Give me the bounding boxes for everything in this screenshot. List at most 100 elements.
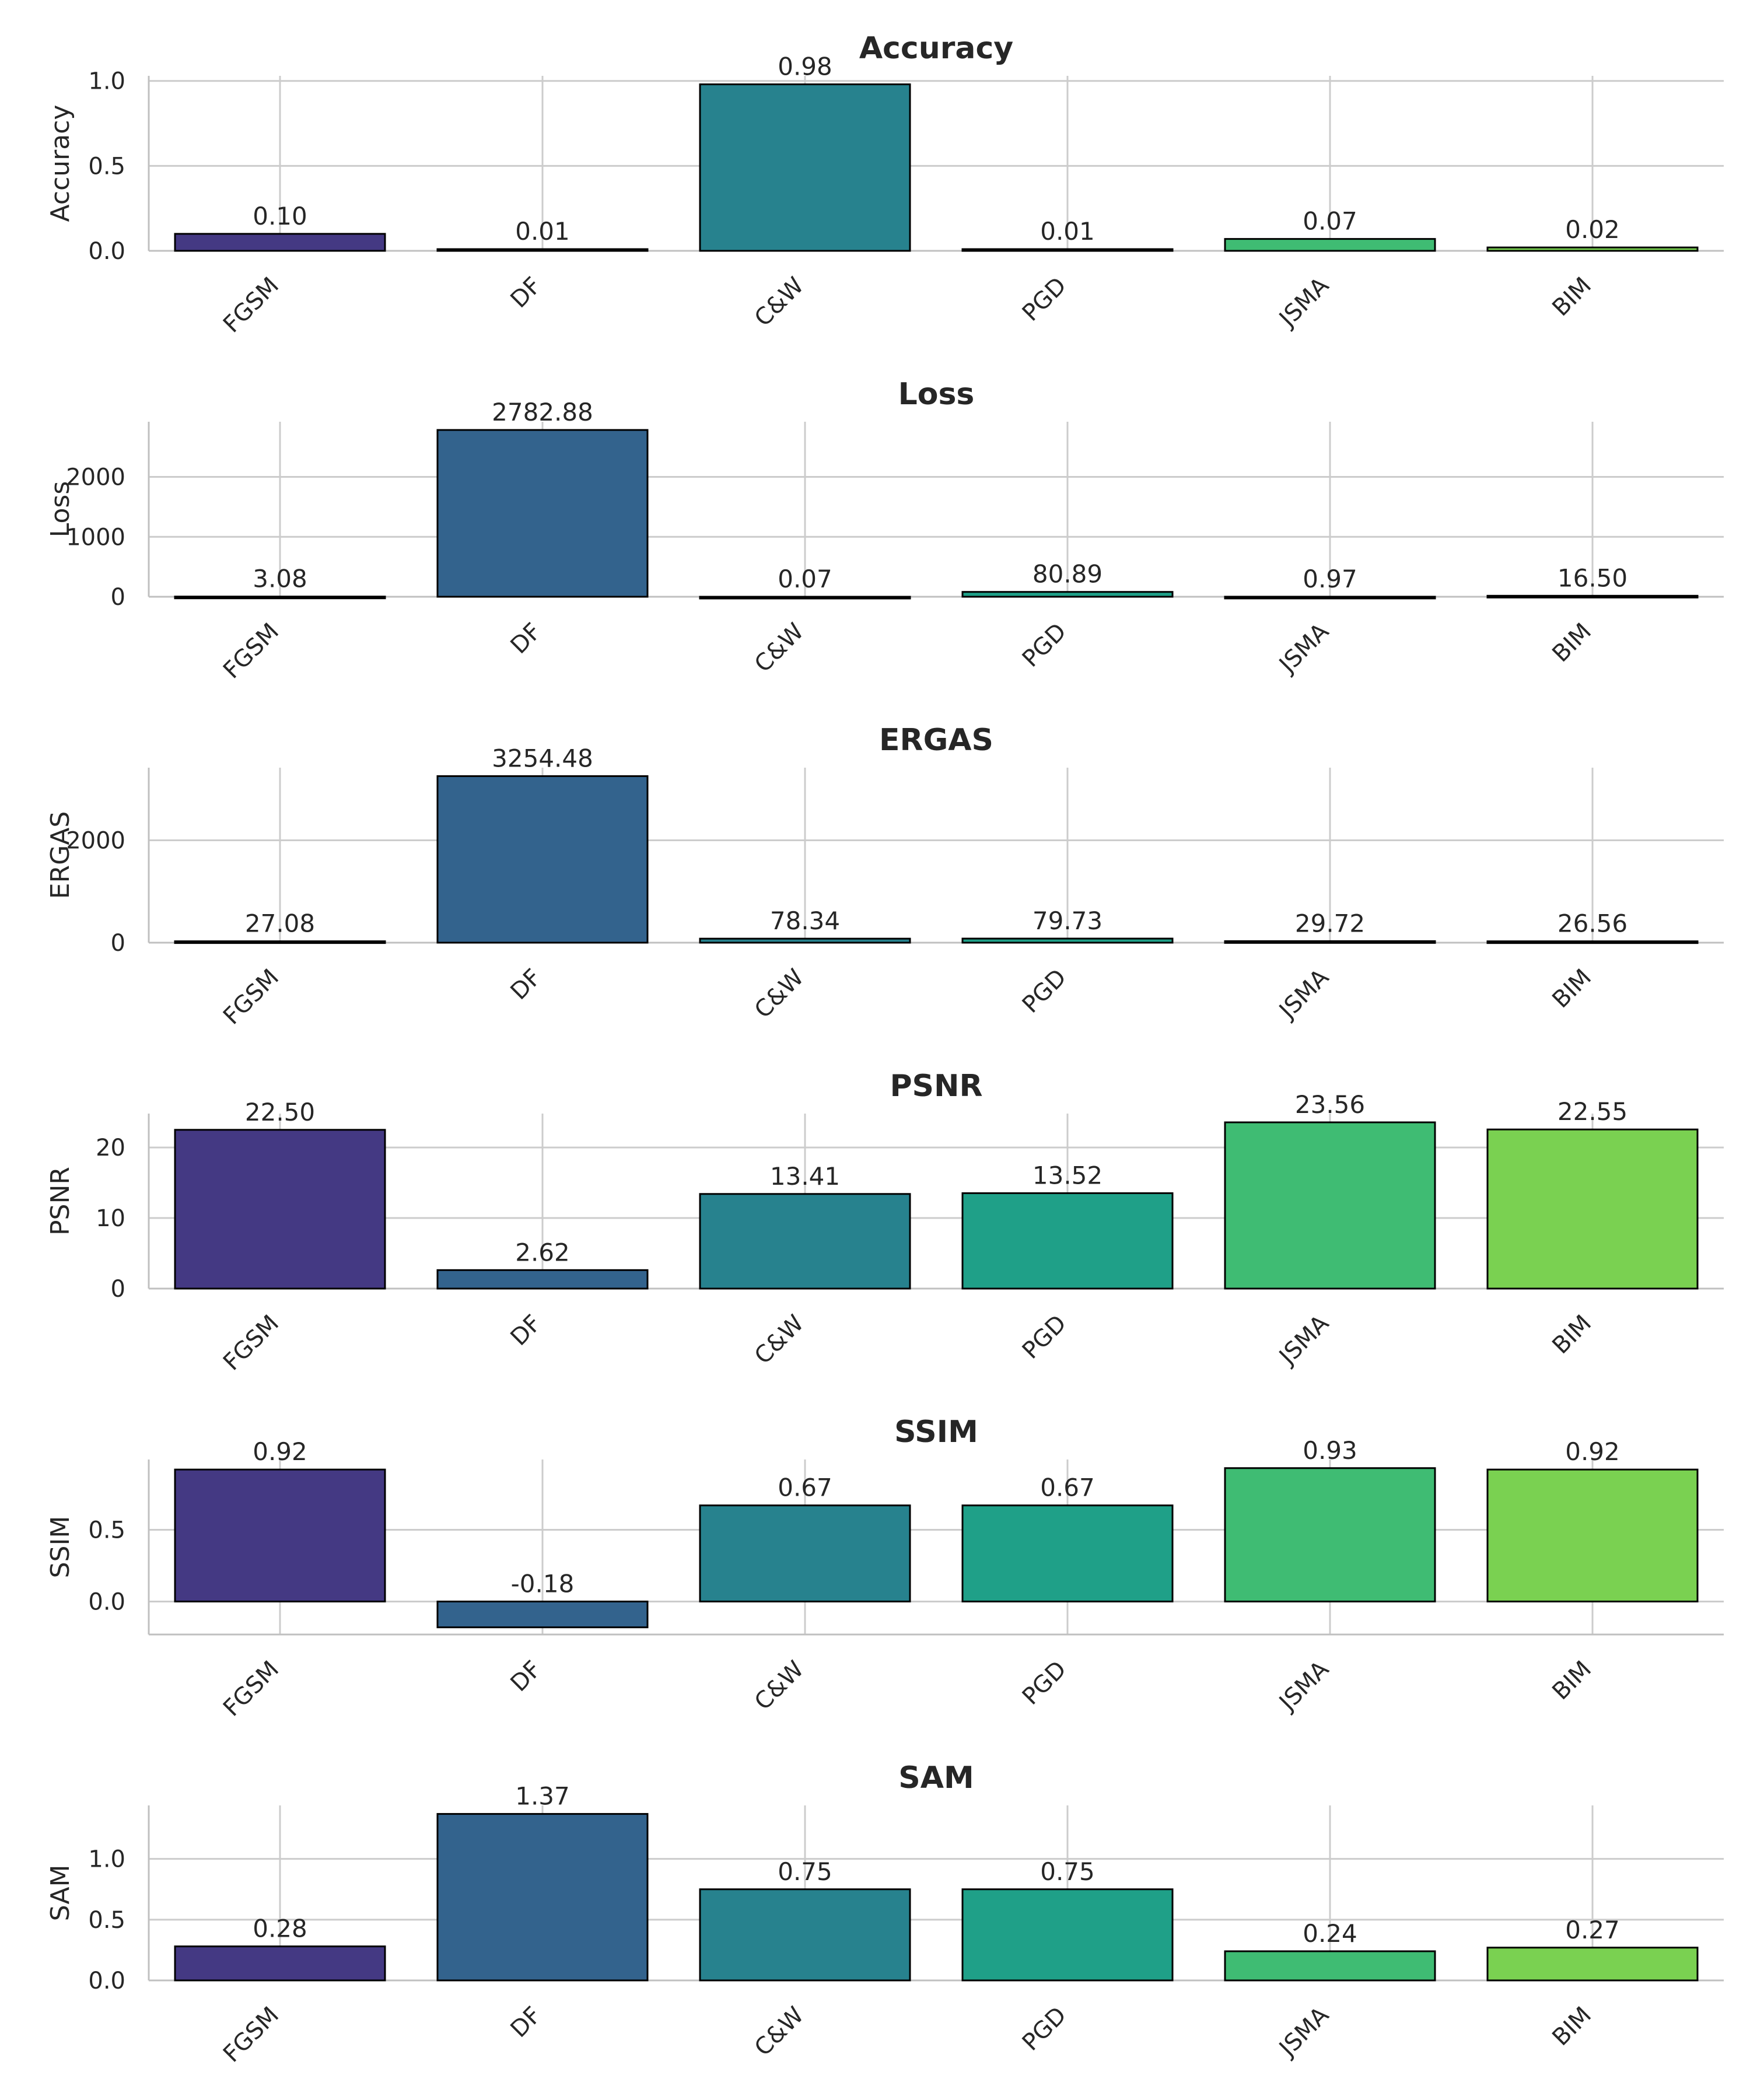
x-tick-label: DF bbox=[505, 2002, 547, 2043]
bar-pgd[interactable] bbox=[961, 937, 1174, 944]
y-axis-label: Loss bbox=[46, 481, 75, 538]
bar-c-w[interactable] bbox=[699, 596, 911, 600]
x-tick-label: JSMA bbox=[1273, 618, 1334, 679]
x-tick-label: DF bbox=[505, 1310, 547, 1352]
subplot-accuracy: 0.0 0.5 1.0 0.10 0.01 0.98 0.01 0.07 0.02 FGSM DF C… bbox=[46, 31, 1724, 338]
bar-pgd[interactable] bbox=[961, 1192, 1174, 1290]
bar-fgsm[interactable] bbox=[174, 596, 386, 600]
bar-bim[interactable] bbox=[1486, 940, 1699, 944]
x-tick-label: FGSM bbox=[218, 272, 284, 338]
x-tick-label: PGD bbox=[1017, 2002, 1072, 2056]
bar-pgd[interactable] bbox=[961, 591, 1174, 598]
bar-fgsm[interactable] bbox=[174, 1945, 386, 1982]
x-tick-label: FGSM bbox=[218, 964, 284, 1030]
x-tick-label: DF bbox=[505, 964, 547, 1006]
subplot-ergas: 0 2000 27.08 3254.48 78.34 79.73 29.72 26.56 FGS… bbox=[46, 723, 1724, 1030]
data-label: 0.10 bbox=[253, 202, 307, 230]
bar-df[interactable] bbox=[436, 248, 649, 252]
x-tick-label: FGSM bbox=[218, 2002, 284, 2068]
bar-df[interactable] bbox=[436, 775, 649, 944]
bar-c-w[interactable] bbox=[699, 83, 911, 252]
subplot-sam: 0.0 0.5 1.0 0.28 1.37 0.75 0.75 0.24 0.27 FGSM DF C… bbox=[46, 1760, 1724, 2068]
x-tick-label: PGD bbox=[1017, 272, 1072, 327]
data-label: 0.24 bbox=[1303, 1919, 1357, 1948]
y-tick-label: 0 bbox=[111, 584, 125, 611]
y-axis-label: SAM bbox=[46, 1865, 75, 1922]
bar-df[interactable] bbox=[436, 1269, 649, 1290]
data-label: 0.92 bbox=[1565, 1437, 1620, 1466]
subplot-title: SAM bbox=[898, 1760, 974, 1796]
data-label: -0.18 bbox=[511, 1569, 575, 1598]
bar-jsma[interactable] bbox=[1224, 1121, 1436, 1290]
bar-c-w[interactable] bbox=[699, 1193, 911, 1290]
x-tick-label: C&W bbox=[750, 1656, 809, 1716]
bar-c-w[interactable] bbox=[699, 1504, 911, 1602]
data-label: 0.93 bbox=[1303, 1436, 1357, 1465]
data-label: 80.89 bbox=[1032, 560, 1102, 589]
bar-jsma[interactable] bbox=[1224, 1467, 1436, 1602]
bar-bim[interactable] bbox=[1486, 246, 1699, 252]
data-label: 22.55 bbox=[1558, 1097, 1628, 1126]
data-label: 0.67 bbox=[1040, 1474, 1095, 1502]
x-tick-label: JSMA bbox=[1273, 964, 1334, 1025]
data-label: 0.01 bbox=[515, 217, 570, 246]
x-tick-label: JSMA bbox=[1273, 272, 1334, 333]
bar-c-w[interactable] bbox=[699, 1888, 911, 1982]
x-tick-label: FGSM bbox=[218, 1656, 284, 1722]
bar-bim[interactable] bbox=[1486, 1947, 1699, 1982]
y-tick-label: 1.0 bbox=[88, 1846, 125, 1873]
x-tick-label: JSMA bbox=[1273, 1310, 1334, 1371]
bar-fgsm[interactable] bbox=[174, 940, 386, 944]
bar-pgd[interactable] bbox=[961, 248, 1174, 252]
data-label: 0.75 bbox=[778, 1857, 832, 1886]
x-tick-label: FGSM bbox=[218, 1310, 284, 1376]
data-label: 2.62 bbox=[515, 1238, 570, 1266]
x-tick-label: DF bbox=[505, 1656, 547, 1698]
bar-fgsm[interactable] bbox=[174, 1129, 386, 1290]
data-label: 22.50 bbox=[245, 1098, 315, 1126]
data-label: 78.34 bbox=[770, 907, 840, 935]
y-tick-label: 0.0 bbox=[88, 238, 125, 265]
x-tick-label: BIM bbox=[1547, 618, 1597, 668]
bar-jsma[interactable] bbox=[1224, 940, 1436, 944]
bar-jsma[interactable] bbox=[1224, 596, 1436, 600]
y-tick-label: 0 bbox=[111, 1276, 125, 1303]
x-tick-label: C&W bbox=[750, 1310, 809, 1370]
data-label: 23.56 bbox=[1295, 1090, 1365, 1119]
x-tick-label: PGD bbox=[1017, 1656, 1072, 1710]
y-axis-label: ERGAS bbox=[46, 811, 75, 900]
bar-df[interactable] bbox=[436, 1600, 649, 1629]
bar-df[interactable] bbox=[436, 1813, 649, 1982]
bar-bim[interactable] bbox=[1486, 594, 1699, 598]
y-tick-label: 0.5 bbox=[88, 153, 125, 180]
x-tick-label: PGD bbox=[1017, 1310, 1072, 1364]
bar-jsma[interactable] bbox=[1224, 238, 1436, 252]
y-tick-label: 10 bbox=[96, 1205, 125, 1232]
x-tick-label: C&W bbox=[750, 618, 809, 678]
y-axis-label: Accuracy bbox=[46, 105, 75, 222]
data-label: 13.52 bbox=[1032, 1161, 1102, 1189]
bar-pgd[interactable] bbox=[961, 1504, 1174, 1602]
y-tick-label: 0.0 bbox=[88, 1968, 125, 1994]
x-tick-label: PGD bbox=[1017, 618, 1072, 673]
data-label: 27.08 bbox=[245, 909, 315, 938]
bar-bim[interactable] bbox=[1486, 1128, 1699, 1290]
bar-fgsm[interactable] bbox=[174, 1468, 386, 1602]
bar-jsma[interactable] bbox=[1224, 1950, 1436, 1982]
data-label: 79.73 bbox=[1032, 907, 1102, 935]
bar-bim[interactable] bbox=[1486, 1468, 1699, 1602]
bar-c-w[interactable] bbox=[699, 937, 911, 944]
bar-fgsm[interactable] bbox=[174, 233, 386, 252]
x-tick-label: JSMA bbox=[1273, 1656, 1334, 1717]
subplot-title: Loss bbox=[898, 377, 975, 412]
y-tick-label: 2000 bbox=[66, 828, 125, 855]
x-tick-label: BIM bbox=[1547, 2002, 1597, 2052]
bar-pgd[interactable] bbox=[961, 1888, 1174, 1982]
subplot-title: SSIM bbox=[894, 1415, 978, 1450]
x-tick-label: DF bbox=[505, 272, 547, 314]
data-label: 0.27 bbox=[1565, 1916, 1620, 1944]
x-tick-label: C&W bbox=[750, 272, 809, 332]
bar-df[interactable] bbox=[436, 429, 649, 598]
data-label: 0.28 bbox=[253, 1915, 307, 1943]
